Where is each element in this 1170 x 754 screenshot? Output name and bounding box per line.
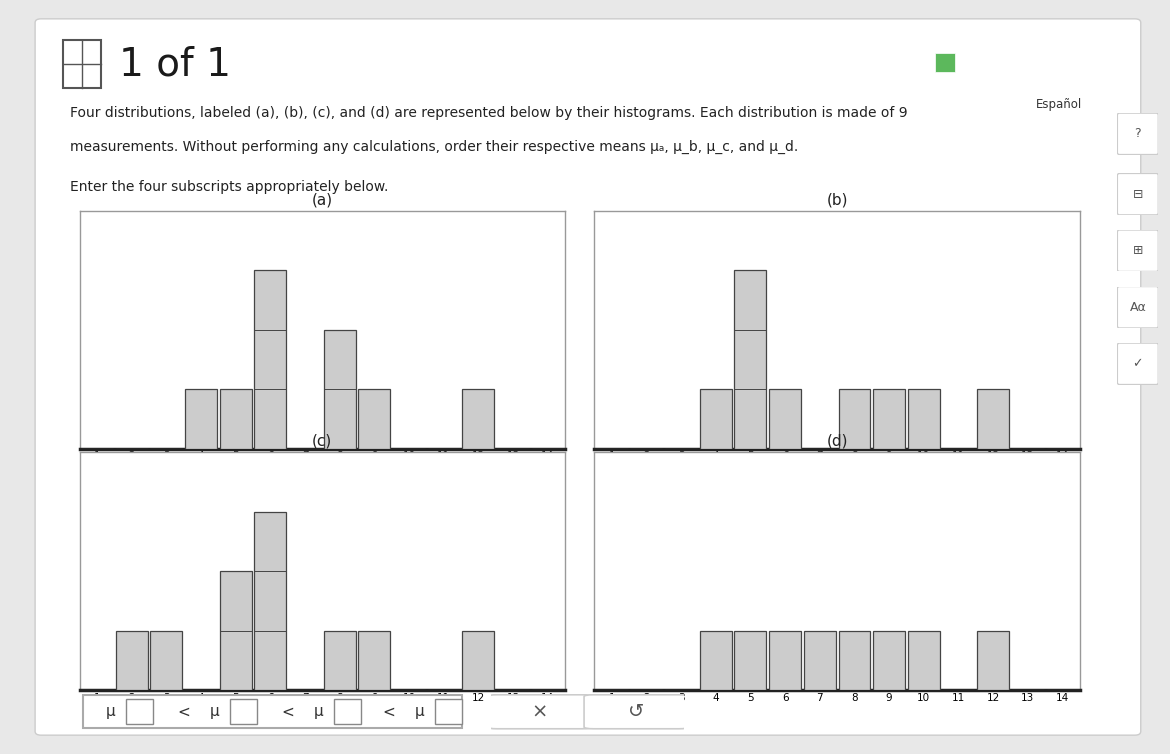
Bar bbox=[220, 572, 252, 690]
Bar bbox=[839, 389, 870, 449]
Bar bbox=[358, 630, 391, 690]
Text: μ: μ bbox=[414, 704, 425, 719]
Title: (d): (d) bbox=[826, 434, 848, 449]
FancyBboxPatch shape bbox=[83, 695, 462, 728]
Text: ↺: ↺ bbox=[628, 702, 645, 722]
Title: (a): (a) bbox=[311, 192, 333, 207]
Text: ▾: ▾ bbox=[751, 103, 758, 116]
Bar bbox=[254, 512, 287, 690]
Bar bbox=[935, 53, 955, 72]
Bar bbox=[873, 630, 906, 690]
Bar bbox=[150, 630, 183, 690]
Bar bbox=[977, 389, 1010, 449]
Bar bbox=[873, 389, 906, 449]
FancyBboxPatch shape bbox=[1117, 113, 1158, 155]
Text: ⊟: ⊟ bbox=[1133, 188, 1143, 201]
Text: 1/5: 1/5 bbox=[1072, 57, 1089, 67]
Text: Español: Español bbox=[1035, 98, 1082, 112]
Text: μ: μ bbox=[314, 704, 324, 719]
Bar bbox=[769, 389, 801, 449]
Text: 1 of 1: 1 of 1 bbox=[119, 45, 232, 83]
Bar bbox=[220, 389, 252, 449]
Title: (b): (b) bbox=[826, 192, 848, 207]
Bar bbox=[804, 630, 835, 690]
Bar bbox=[462, 630, 495, 690]
Bar bbox=[324, 630, 356, 690]
Bar bbox=[1032, 53, 1052, 72]
Bar bbox=[977, 630, 1010, 690]
Text: <: < bbox=[282, 704, 295, 719]
Bar bbox=[1007, 53, 1028, 72]
Bar bbox=[700, 630, 731, 690]
FancyBboxPatch shape bbox=[126, 699, 153, 725]
FancyBboxPatch shape bbox=[335, 699, 362, 725]
Bar bbox=[839, 630, 870, 690]
Bar bbox=[983, 53, 1004, 72]
Text: μ: μ bbox=[209, 704, 220, 719]
Text: ×: × bbox=[531, 702, 548, 722]
Bar bbox=[700, 389, 731, 449]
Bar bbox=[185, 389, 216, 449]
FancyBboxPatch shape bbox=[1117, 287, 1158, 328]
Text: ● DESCRIPTIVE STATISTICS: ● DESCRIPTIVE STATISTICS bbox=[633, 43, 783, 53]
Bar bbox=[908, 389, 940, 449]
FancyBboxPatch shape bbox=[1117, 343, 1158, 385]
FancyBboxPatch shape bbox=[230, 699, 257, 725]
Text: Four distributions, labeled (a), (b), (c), and (d) are represented below by thei: Four distributions, labeled (a), (b), (c… bbox=[70, 106, 908, 120]
Text: Enter the four subscripts appropriately below.: Enter the four subscripts appropriately … bbox=[70, 179, 388, 194]
Bar bbox=[908, 630, 940, 690]
Bar bbox=[462, 389, 495, 449]
Text: Comparing means: Comparing means bbox=[633, 66, 756, 78]
FancyBboxPatch shape bbox=[991, 90, 1127, 119]
FancyBboxPatch shape bbox=[435, 699, 462, 725]
Bar bbox=[254, 271, 287, 449]
FancyBboxPatch shape bbox=[584, 694, 688, 729]
Bar bbox=[769, 630, 801, 690]
Text: ⊞: ⊞ bbox=[1133, 244, 1143, 257]
Bar bbox=[735, 630, 766, 690]
FancyBboxPatch shape bbox=[1117, 230, 1158, 271]
FancyBboxPatch shape bbox=[63, 41, 101, 88]
Title: (c): (c) bbox=[312, 434, 332, 449]
Bar bbox=[358, 389, 391, 449]
Text: measurements. Without performing any calculations, order their respective means : measurements. Without performing any cal… bbox=[70, 140, 798, 154]
FancyBboxPatch shape bbox=[488, 694, 592, 729]
FancyBboxPatch shape bbox=[1117, 173, 1158, 215]
Bar bbox=[324, 330, 356, 449]
Bar bbox=[959, 53, 979, 72]
Text: Aα: Aα bbox=[1129, 301, 1147, 314]
Bar bbox=[116, 630, 147, 690]
Text: ✓: ✓ bbox=[1133, 357, 1143, 370]
Text: <: < bbox=[178, 704, 191, 719]
Text: <: < bbox=[383, 704, 394, 719]
Text: ?: ? bbox=[1135, 127, 1141, 140]
Text: μ: μ bbox=[105, 704, 116, 719]
Bar bbox=[735, 271, 766, 449]
